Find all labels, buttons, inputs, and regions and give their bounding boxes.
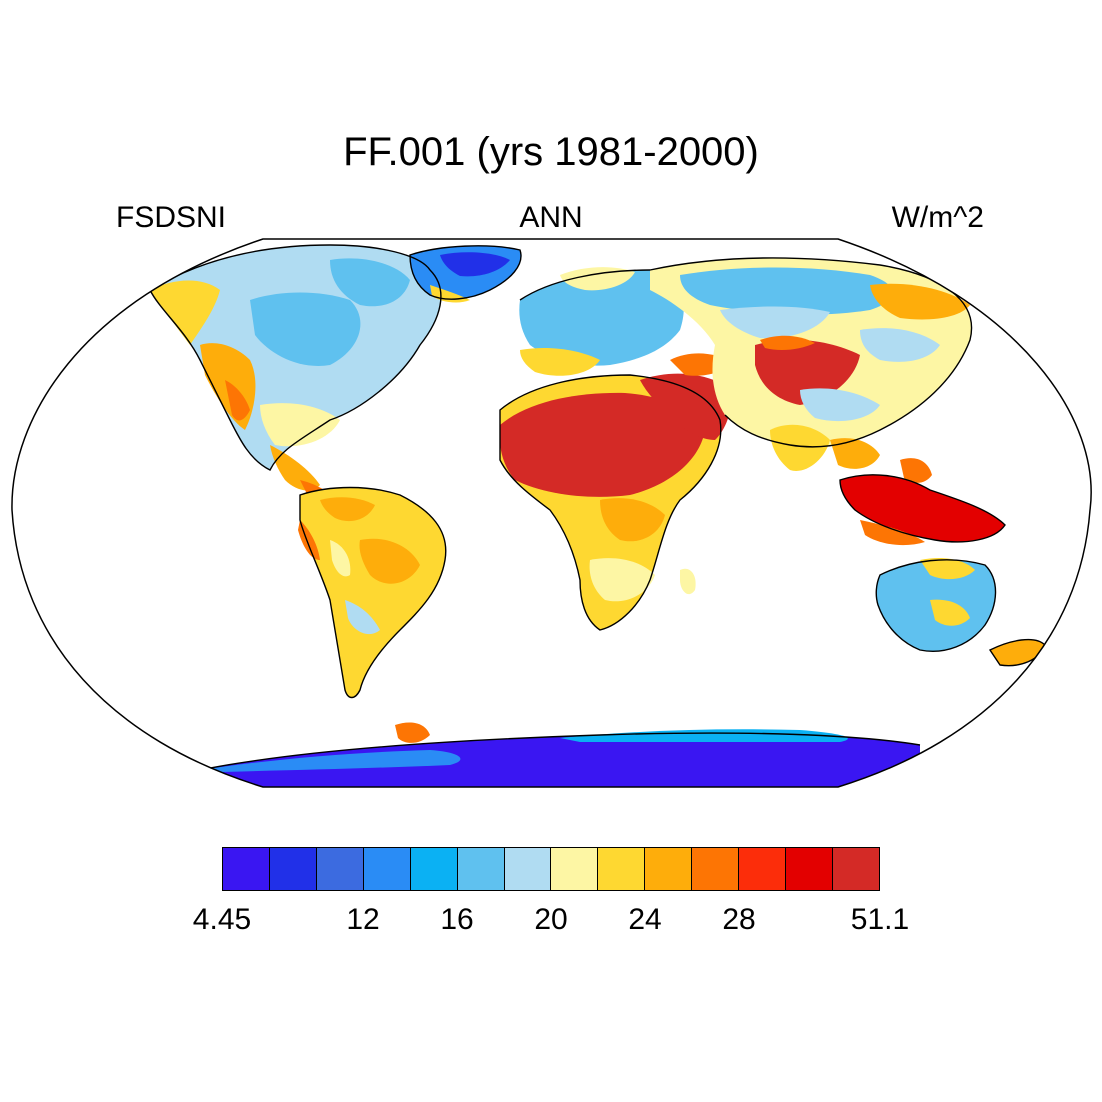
- colorbar-box-4: [410, 848, 458, 890]
- region-antarctica: [200, 722, 920, 787]
- colorbar-box-3: [363, 848, 411, 890]
- colorbar-box-8: [598, 848, 646, 890]
- region-australia: [876, 558, 1045, 666]
- map-boundary: [11, 238, 1092, 788]
- colorbar-box-7: [551, 848, 599, 890]
- region-north-america: [150, 245, 441, 512]
- colorbar-box-1: [269, 848, 317, 890]
- colorbar-box-5: [457, 848, 505, 890]
- colorbar-box-0: [223, 848, 270, 890]
- colorbar-box-13: [832, 848, 879, 890]
- region-africa: [499, 353, 731, 630]
- plot-title: FF.001 (yrs 1981-2000): [343, 130, 759, 174]
- colorbar-tick-label: 24: [628, 903, 662, 936]
- colorbar-tick-label: 16: [440, 903, 474, 936]
- colorbar-box-10: [692, 848, 740, 890]
- region-south-america: [298, 487, 446, 698]
- season-label: ANN: [519, 201, 583, 234]
- units-label: W/m^2: [891, 201, 984, 234]
- region-maritime: [840, 458, 1005, 546]
- colorbar-box-9: [645, 848, 693, 890]
- colorbar-box-11: [739, 848, 787, 890]
- variable-label: FSDSNI: [116, 201, 227, 234]
- colorbar-tick-label: 28: [722, 903, 756, 936]
- coastlines: [149, 244, 1046, 771]
- colorbar: [222, 847, 880, 891]
- region-europe: [519, 267, 684, 376]
- colorbar-box-2: [316, 848, 364, 890]
- colorbar-tick-label: 12: [346, 903, 380, 936]
- region-asia: [650, 258, 972, 471]
- colorbar-box-6: [504, 848, 552, 890]
- colorbar-tick-label: 4.45: [192, 903, 252, 936]
- colorbar-tick-label: 51.1: [850, 903, 910, 936]
- colorbar-tick-label: 20: [534, 903, 568, 936]
- colorbar-box-12: [786, 848, 833, 890]
